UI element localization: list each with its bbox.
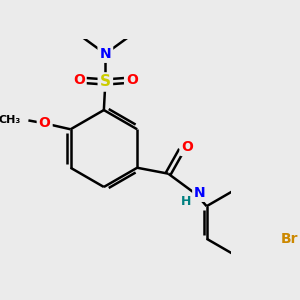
Text: S: S	[100, 74, 111, 89]
Text: N: N	[100, 47, 111, 61]
Text: H: H	[181, 195, 191, 208]
Text: O: O	[182, 140, 194, 154]
Text: N: N	[194, 186, 206, 200]
Text: CH₃: CH₃	[0, 116, 21, 125]
Text: O: O	[126, 74, 138, 88]
Text: O: O	[73, 74, 85, 88]
Text: O: O	[39, 116, 51, 130]
Text: Br: Br	[281, 232, 298, 246]
